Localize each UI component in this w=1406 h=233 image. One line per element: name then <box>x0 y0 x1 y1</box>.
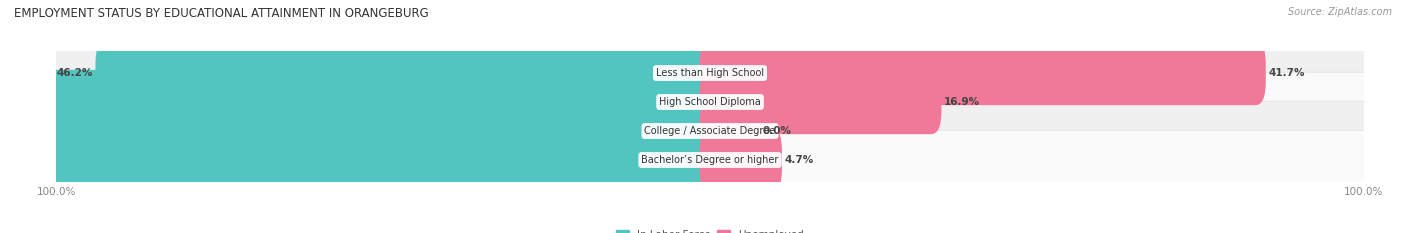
FancyBboxPatch shape <box>700 128 782 192</box>
Text: 41.7%: 41.7% <box>1268 68 1305 78</box>
Text: 16.9%: 16.9% <box>943 97 980 107</box>
Text: 46.2%: 46.2% <box>56 68 93 78</box>
Text: 0.0%: 0.0% <box>762 126 792 136</box>
Text: Source: ZipAtlas.com: Source: ZipAtlas.com <box>1288 7 1392 17</box>
FancyBboxPatch shape <box>96 41 720 105</box>
FancyBboxPatch shape <box>49 72 1371 132</box>
Text: 4.7%: 4.7% <box>785 155 814 165</box>
FancyBboxPatch shape <box>0 70 720 134</box>
FancyBboxPatch shape <box>49 130 1371 190</box>
Text: Less than High School: Less than High School <box>657 68 763 78</box>
FancyBboxPatch shape <box>700 99 759 163</box>
Text: EMPLOYMENT STATUS BY EDUCATIONAL ATTAINMENT IN ORANGEBURG: EMPLOYMENT STATUS BY EDUCATIONAL ATTAINM… <box>14 7 429 20</box>
FancyBboxPatch shape <box>0 99 720 163</box>
FancyBboxPatch shape <box>49 43 1371 103</box>
Legend: In Labor Force, Unemployed: In Labor Force, Unemployed <box>612 226 808 233</box>
FancyBboxPatch shape <box>0 128 720 192</box>
Text: Bachelor’s Degree or higher: Bachelor’s Degree or higher <box>641 155 779 165</box>
FancyBboxPatch shape <box>49 101 1371 161</box>
Text: College / Associate Degree: College / Associate Degree <box>644 126 776 136</box>
FancyBboxPatch shape <box>700 70 942 134</box>
Text: High School Diploma: High School Diploma <box>659 97 761 107</box>
FancyBboxPatch shape <box>700 41 1265 105</box>
